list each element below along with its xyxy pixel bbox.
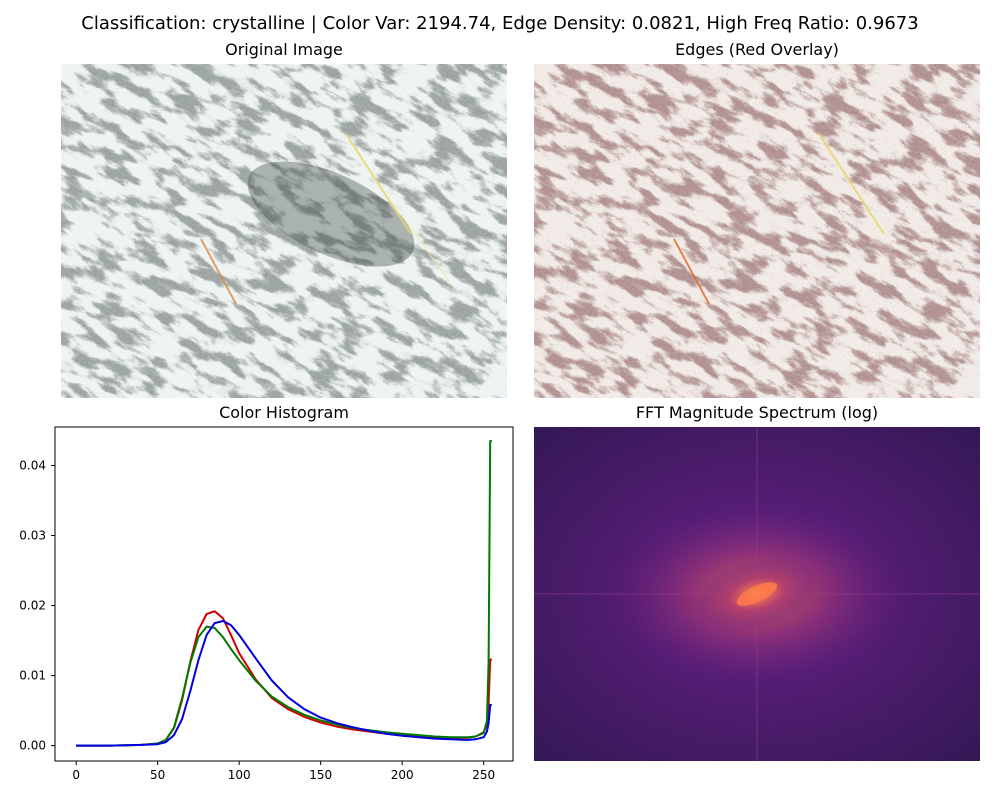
histogram-axes-frame (54, 426, 514, 762)
histogram-plot: 0 50 100 150 200 250 0.00 0.01 0.02 0.03 0.04 (19, 426, 514, 782)
x-tick-label: 150 (309, 768, 332, 782)
histogram-series-line-0 (76, 610, 492, 747)
original-image (61, 64, 507, 398)
x-tick-label: 200 (391, 768, 414, 782)
panel-title-original: Original Image (225, 40, 343, 59)
figure-suptitle: Classification: crystalline | Color Var:… (81, 13, 919, 34)
x-tick-label: 50 (150, 768, 165, 782)
x-tick-label: 100 (228, 768, 251, 782)
y-tick-label: 0.02 (19, 599, 46, 613)
y-tick-label: 0.04 (19, 459, 46, 473)
histogram-series-line-2 (76, 620, 492, 747)
x-tick-label: 0 (72, 768, 80, 782)
y-tick-label: 0.03 (19, 529, 46, 543)
edges-overlay-image (534, 64, 980, 398)
y-tick-label: 0.01 (19, 669, 46, 683)
histogram-series-line-1 (76, 440, 492, 747)
color-histogram-chart: 0 50 100 150 200 250 0.00 0.01 0.02 0.03 0.04 (0, 410, 520, 800)
fft-spectrum-image (534, 427, 980, 761)
panel-title-fft: FFT Magnitude Spectrum (log) (635, 403, 879, 422)
panel-title-edges: Edges (Red Overlay) (675, 40, 839, 59)
panel-title-histogram: Color Histogram (219, 403, 349, 422)
x-tick-label: 250 (472, 768, 495, 782)
y-tick-label: 0.00 (19, 739, 46, 753)
